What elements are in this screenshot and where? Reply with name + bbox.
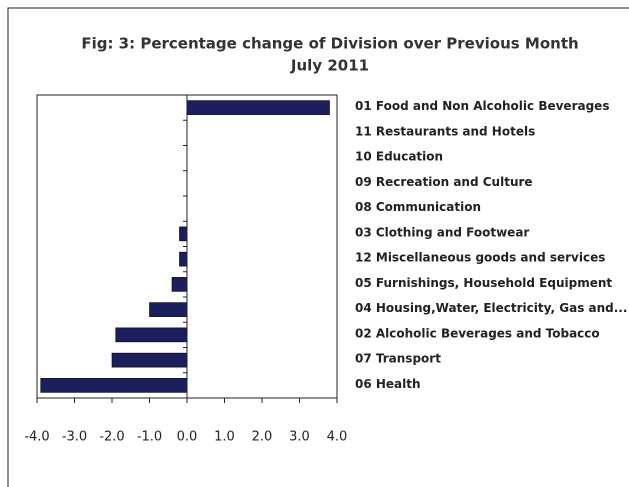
bar xyxy=(149,302,188,317)
bar xyxy=(40,378,188,393)
x-tick-label: 4.0 xyxy=(327,430,348,445)
x-tick-label: -3.0 xyxy=(62,430,87,445)
bar xyxy=(179,251,188,267)
bar xyxy=(111,352,188,368)
category-label: 01 Food and Non Alcoholic Beverages xyxy=(355,99,609,113)
category-label: 07 Transport xyxy=(355,352,441,366)
category-label: 03 Clothing and Footwear xyxy=(355,225,529,239)
category-label: 12 Miscellaneous goods and services xyxy=(355,251,605,265)
bar xyxy=(115,327,188,343)
category-label: 02 Alcoholic Beverages and Tobacco xyxy=(355,326,600,340)
category-label: 10 Education xyxy=(355,150,443,164)
chart-subtitle: July 2011 xyxy=(290,57,369,75)
chart-title: Fig: 3: Percentage change of Division ov… xyxy=(81,35,578,53)
frame xyxy=(7,7,629,487)
category-label: 09 Recreation and Culture xyxy=(355,175,533,189)
x-tick-label: -4.0 xyxy=(24,430,49,445)
category-label: 05 Furnishings, Household Equipment xyxy=(355,276,612,290)
category-label: 06 Health xyxy=(355,377,421,391)
x-tick-label: 3.0 xyxy=(289,430,310,445)
x-tick-label: -2.0 xyxy=(99,430,124,445)
x-tick-label: -1.0 xyxy=(137,430,162,445)
x-tick-label: 1.0 xyxy=(214,430,235,445)
x-tick-label: 0.0 xyxy=(177,430,198,445)
category-label: 04 Housing,Water, Electricity, Gas and..… xyxy=(355,301,627,315)
category-label: 11 Restaurants and Hotels xyxy=(355,124,535,138)
bar xyxy=(186,100,330,115)
x-tick-label: 2.0 xyxy=(252,430,273,445)
bar xyxy=(171,277,188,292)
category-label: 08 Communication xyxy=(355,200,481,214)
bar xyxy=(179,226,188,242)
